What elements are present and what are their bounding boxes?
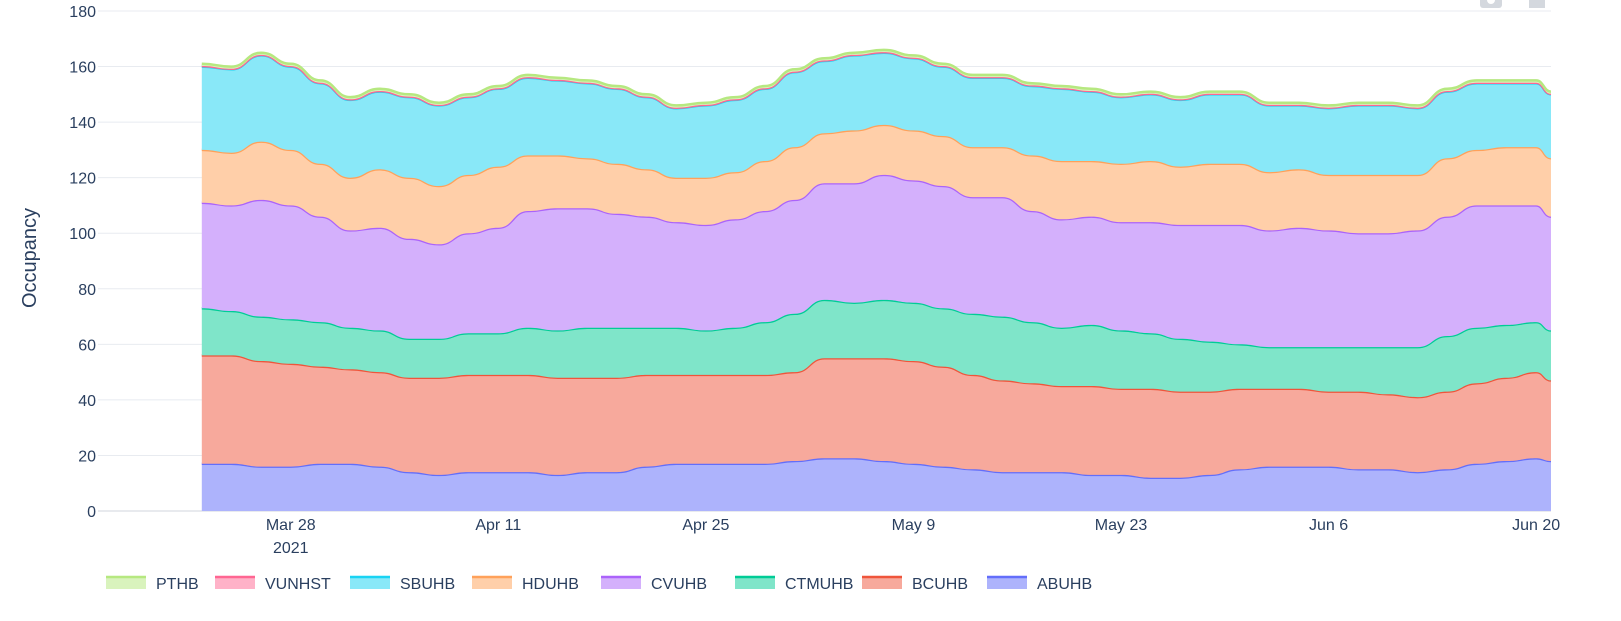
legend-item-hduhb[interactable]: HDUHB xyxy=(472,575,579,593)
y-axis: 0 20 40 60 80 100 120 140 160 180 xyxy=(69,4,96,521)
area-fill-hduhb xyxy=(201,124,1551,245)
area-fill-bcuhb xyxy=(201,355,1551,478)
legend-swatch xyxy=(106,577,146,589)
legend-label: PTHB xyxy=(156,576,199,593)
legend-label: VUNHST xyxy=(265,576,331,593)
y-tick-label: 180 xyxy=(69,4,96,21)
x-tick-sublabel: 2021 xyxy=(273,540,309,557)
area-fill-cvuhb xyxy=(201,174,1551,348)
legend-item-sbuhb[interactable]: SBUHB xyxy=(350,575,455,593)
y-tick-label: 40 xyxy=(78,393,96,410)
area-fill-ctmuhb xyxy=(201,299,1551,398)
legend-label: ABUHB xyxy=(1037,576,1092,593)
legend-swatch xyxy=(862,577,902,589)
series-line-pthb xyxy=(201,48,1552,107)
x-tick-label: May 9 xyxy=(892,517,936,534)
y-tick-label: 80 xyxy=(78,282,96,299)
legend-item-bcuhb[interactable]: BCUHB xyxy=(862,575,968,593)
legend-item-vunhst[interactable]: VUNHST xyxy=(215,575,331,593)
y-tick-label: 120 xyxy=(69,171,96,188)
legend-label: CTMUHB xyxy=(785,576,853,593)
area-fill-pthb xyxy=(201,49,1551,108)
legend-item-ctmuhb[interactable]: CTMUHB xyxy=(735,575,853,593)
legend-swatch xyxy=(601,577,641,589)
area-series xyxy=(201,48,1552,511)
x-axis: Mar 28 2021 Apr 11 Apr 25 May 9 May 23 Jun 6 Ju… xyxy=(266,517,1560,557)
x-tick-label: Apr 11 xyxy=(475,517,521,534)
y-tick-label: 0 xyxy=(87,504,96,521)
y-tick-label: 160 xyxy=(69,60,96,77)
area-fill-abuhb xyxy=(201,458,1551,511)
y-axis-title: Occupancy xyxy=(19,208,41,308)
x-tick-label: Mar 28 xyxy=(266,517,316,534)
x-tick-label: May 23 xyxy=(1095,517,1148,534)
legend-swatch xyxy=(472,577,512,589)
legend-label: HDUHB xyxy=(522,576,579,593)
legend-label: BCUHB xyxy=(912,576,968,593)
y-tick-label: 60 xyxy=(78,337,96,354)
legend-item-pthb[interactable]: PTHB xyxy=(106,575,199,593)
legend-swatch xyxy=(350,577,390,589)
y-tick-label: 100 xyxy=(69,226,96,243)
x-tick-label: Jun 20 xyxy=(1512,517,1560,534)
legend-label: SBUHB xyxy=(400,576,455,593)
legend-item-cvuhb[interactable]: CVUHB xyxy=(601,575,707,593)
x-tick-label: Apr 25 xyxy=(682,517,729,534)
y-tick-label: 20 xyxy=(78,448,96,465)
legend-swatch xyxy=(987,577,1027,589)
camera-icon[interactable] xyxy=(1480,0,1502,8)
y-tick-label: 140 xyxy=(69,115,96,132)
legend-item-abuhb[interactable]: ABUHB xyxy=(987,575,1092,593)
home-icon[interactable] xyxy=(1526,0,1548,8)
area-fill-sbuhb xyxy=(201,52,1551,187)
legend: PTHB VUNHST SBUHB HDUHB CVUHB CTMUHB BCUHB ABUH… xyxy=(106,575,1092,593)
x-tick-label: Jun 6 xyxy=(1309,517,1348,534)
legend-label: CVUHB xyxy=(651,576,707,593)
legend-swatch xyxy=(215,577,255,589)
legend-swatch xyxy=(735,577,775,589)
